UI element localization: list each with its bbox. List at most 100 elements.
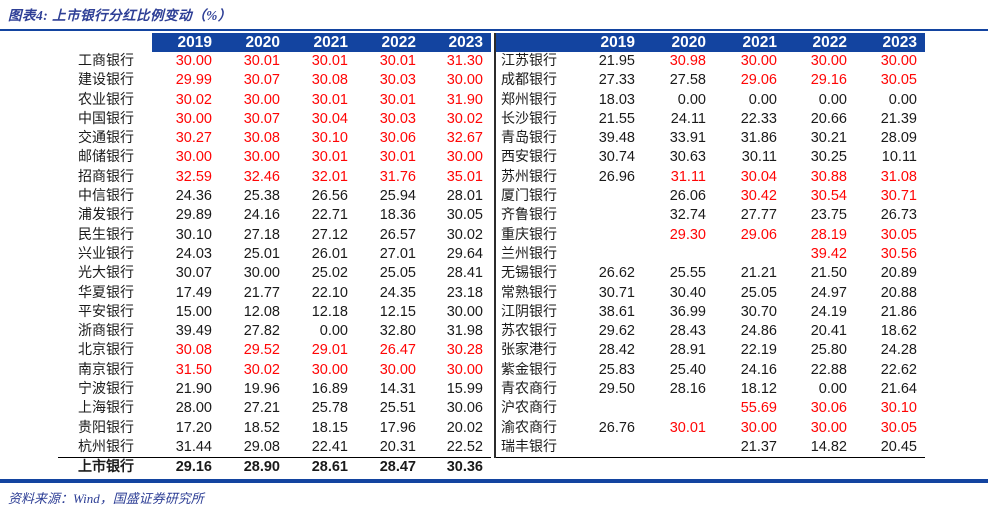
- value-cell: 30.27: [175, 130, 212, 147]
- value-cell: 25.40: [669, 361, 706, 378]
- value-cell: 22.71: [311, 207, 348, 224]
- bank-name-cell: 上海银行: [78, 401, 134, 417]
- bank-name-cell: 南京银行: [78, 362, 134, 378]
- bank-name-cell: 青农商行: [501, 382, 557, 398]
- value-cell: 22.41: [311, 438, 348, 455]
- value-cell: 22.88: [810, 361, 847, 378]
- value-cell: 20.45: [855, 437, 925, 459]
- value-cell: 30.00: [379, 361, 416, 378]
- value-cell: 30.98: [669, 53, 706, 69]
- bank-name-cell: 无锡银行: [501, 266, 557, 282]
- value-cell: 30.28: [446, 342, 483, 359]
- value-cell: 30.01: [379, 53, 416, 69]
- value-cell: 30.05: [446, 207, 483, 224]
- value-cell: 18.03: [598, 91, 635, 108]
- value-cell: 24.35: [379, 284, 416, 301]
- value-cell: 20.02: [446, 419, 483, 436]
- value-cell: 23.18: [446, 284, 483, 301]
- value-cell: 12.15: [379, 303, 416, 320]
- value-cell: 32.74: [669, 207, 706, 224]
- year-header: 2020: [643, 33, 714, 52]
- bank-row: 兰州银行 39.42 30.56: [496, 245, 925, 264]
- value-cell: 25.05: [740, 284, 777, 301]
- value-cell: 24.36: [175, 188, 212, 205]
- value-cell: 25.78: [311, 400, 348, 417]
- value-cell: 21.95: [598, 53, 635, 69]
- bottom-rule: [0, 479, 988, 483]
- bank-name-cell: 沪农商行: [501, 401, 557, 417]
- value-cell: 26.01: [311, 245, 348, 262]
- value-cell: 26.06: [669, 188, 706, 205]
- value-cell: 25.01: [243, 245, 280, 262]
- value-cell: 30.01: [311, 53, 348, 69]
- value-cell: 30.00: [446, 361, 483, 378]
- bank-row: 苏农银行 29.62 28.43 24.86 20.41 18.62: [496, 322, 925, 341]
- value-cell: 20.66: [810, 110, 847, 127]
- value-cell: 30.11: [741, 149, 777, 166]
- value-cell: 39.48: [598, 130, 635, 147]
- bank-row: 杭州银行 31.44 29.08 22.41 20.31 22.52: [58, 438, 491, 458]
- value-cell: 30.02: [446, 226, 483, 243]
- value-cell: 29.16: [152, 457, 220, 478]
- banks-dividend-table-left: 2019 2020 2021 2022 2023 工商银行 30.00 30.01 30.01 3…: [58, 33, 491, 478]
- value-cell: [643, 437, 714, 459]
- value-cell: 30.00: [446, 72, 483, 89]
- bank-row: 苏州银行 26.96 31.11 30.04 30.88 31.08: [496, 168, 925, 187]
- value-cell: 21.55: [598, 110, 635, 127]
- year-header: 2021: [714, 33, 785, 52]
- value-cell: 30.71: [880, 188, 917, 205]
- value-cell: 30.10: [175, 226, 212, 243]
- value-cell: 24.86: [740, 323, 777, 340]
- bank-row: 宁波银行 21.90 19.96 16.89 14.31 15.99: [58, 380, 491, 399]
- year-header: 2020: [220, 33, 288, 52]
- value-cell: 25.51: [379, 400, 416, 417]
- bank-name-cell: 工商银行: [78, 54, 134, 69]
- value-cell: 30.54: [810, 188, 847, 205]
- value-cell: 30.08: [243, 130, 280, 147]
- value-cell: 30.36: [424, 457, 491, 478]
- value-cell: 27.77: [740, 207, 777, 224]
- value-cell: 24.11: [670, 110, 706, 127]
- value-cell: 30.88: [810, 168, 847, 185]
- value-cell: 18.62: [880, 323, 917, 340]
- value-cell: 31.44: [175, 438, 212, 455]
- year-header: 2022: [785, 33, 855, 52]
- value-cell: 30.56: [880, 245, 917, 262]
- bank-row: 平安银行 15.00 12.08 12.18 12.15 30.00: [58, 303, 491, 322]
- value-cell: 32.67: [446, 130, 483, 147]
- value-cell: 21.86: [880, 303, 917, 320]
- bank-row: 重庆银行 29.30 29.06 28.19 30.05: [496, 226, 925, 245]
- bank-row: 成都银行 27.33 27.58 29.06 29.16 30.05: [496, 71, 925, 90]
- value-cell: 28.16: [669, 381, 706, 398]
- value-cell: [714, 245, 785, 264]
- year-header: 2021: [288, 33, 356, 52]
- value-cell: 31.98: [446, 323, 483, 340]
- value-cell: 29.30: [669, 226, 706, 243]
- bank-row: 北京银行 30.08 29.52 29.01 26.47 30.28: [58, 341, 491, 360]
- value-cell: 32.80: [379, 323, 416, 340]
- value-cell: 30.63: [669, 149, 706, 166]
- bank-name-cell: 常熟银行: [501, 285, 557, 301]
- bank-row: 南京银行 31.50 30.02 30.00 30.00 30.00: [58, 361, 491, 380]
- value-cell: 30.01: [311, 91, 348, 108]
- value-cell: 27.33: [598, 72, 635, 89]
- value-cell: [572, 206, 643, 225]
- bank-row: 长沙银行 21.55 24.11 22.33 20.66 21.39: [496, 110, 925, 129]
- year-header-row: 2019 2020 2021 2022 2023: [496, 33, 925, 52]
- value-cell: 35.01: [446, 168, 483, 185]
- value-cell: 28.19: [810, 226, 847, 243]
- bank-name-cell: 厦门银行: [501, 189, 557, 205]
- value-cell: 39.42: [810, 245, 847, 262]
- value-cell: 28.41: [446, 265, 483, 282]
- bank-name-cell: 贵阳银行: [78, 420, 134, 436]
- bank-name-cell: 北京银行: [78, 343, 134, 359]
- bank-row: 青岛银行 39.48 33.91 31.86 30.21 28.09: [496, 129, 925, 148]
- value-cell: [572, 245, 643, 264]
- bank-name-cell: 江阴银行: [501, 304, 557, 320]
- value-cell: 30.10: [311, 130, 348, 147]
- bank-row: 西安银行 30.74 30.63 30.11 30.25 10.11: [496, 148, 925, 167]
- value-cell: 28.43: [669, 323, 706, 340]
- bank-row: 邮储银行 30.00 30.00 30.01 30.01 30.00: [58, 148, 491, 167]
- value-cell: 32.59: [175, 168, 212, 185]
- value-cell: 30.06: [810, 400, 847, 417]
